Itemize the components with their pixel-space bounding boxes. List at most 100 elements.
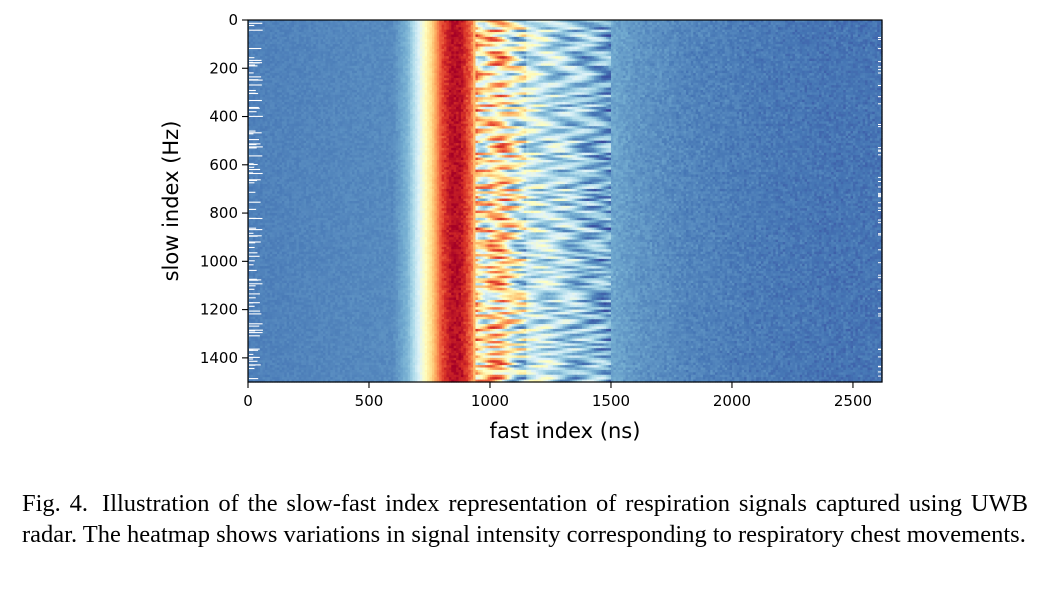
- heatmap-cell: [521, 34, 525, 38]
- heatmap-cell: [511, 20, 515, 24]
- heatmap-cell: [652, 24, 656, 28]
- heatmap-cell: [463, 22, 467, 26]
- heatmap-cell: [487, 32, 491, 36]
- heatmap-cell: [422, 24, 426, 28]
- heatmap-cell: [640, 20, 644, 24]
- heatmap-cell: [601, 34, 605, 38]
- heatmap-cell: [492, 22, 496, 26]
- heatmap-cell: [359, 34, 363, 38]
- heatmap-cell: [802, 22, 806, 26]
- heatmap-cell: [306, 32, 310, 36]
- heatmap-cell: [424, 20, 428, 24]
- heatmap-cell: [376, 32, 380, 36]
- heatmap-cell: [514, 27, 518, 31]
- heatmap-cell: [761, 24, 765, 28]
- heatmap-cell: [804, 22, 808, 26]
- heatmap-cell: [460, 24, 464, 28]
- heatmap-cell: [412, 22, 416, 26]
- heatmap-cell: [838, 22, 842, 26]
- heatmap-cell: [613, 22, 617, 26]
- heatmap-cell: [690, 32, 694, 36]
- heatmap-cell: [727, 32, 731, 36]
- heatmap-cell: [608, 29, 612, 33]
- heatmap-cell: [719, 29, 723, 33]
- heatmap-cell: [250, 22, 254, 26]
- heatmap-cell: [811, 22, 815, 26]
- heatmap-cell: [494, 34, 498, 38]
- heatmap-cell: [695, 27, 699, 31]
- heatmap-cell: [497, 34, 501, 38]
- heatmap-cell: [756, 27, 760, 31]
- heatmap-cell: [298, 24, 302, 28]
- heatmap-figure: 0 500 1000 1500 2000 2500 0200400600800100012…: [159, 11, 883, 443]
- heatmap-cell: [301, 22, 305, 26]
- heatmap-cell: [385, 24, 389, 28]
- heatmap-cell: [456, 20, 460, 24]
- heatmap-cell: [248, 29, 252, 33]
- heatmap-cell: [473, 22, 477, 26]
- heatmap-cell: [361, 32, 365, 36]
- heatmap-cell: [562, 29, 566, 33]
- heatmap-cell: [456, 27, 460, 31]
- heatmap-cell: [489, 34, 493, 38]
- heatmap-cell: [494, 29, 498, 33]
- heatmap-cell: [248, 22, 252, 26]
- heatmap-cell: [819, 24, 823, 28]
- heatmap-cell: [615, 20, 619, 24]
- heatmap-cell: [683, 20, 687, 24]
- heatmap-cell: [310, 24, 314, 28]
- heatmap-cell: [492, 32, 496, 36]
- heatmap-cell: [741, 29, 745, 33]
- heatmap-cell: [690, 24, 694, 28]
- heatmap-cell: [429, 29, 433, 33]
- heatmap-cell: [632, 20, 636, 24]
- heatmap-cell: [291, 24, 295, 28]
- heatmap-cell: [613, 20, 617, 24]
- heatmap-cell: [763, 24, 767, 28]
- heatmap-cell: [644, 24, 648, 28]
- heatmap-cell: [584, 32, 588, 36]
- heatmap-cell: [642, 24, 646, 28]
- heatmap-cell: [342, 24, 346, 28]
- heatmap-cell: [405, 32, 409, 36]
- heatmap-cell: [715, 24, 719, 28]
- heatmap-cell: [635, 32, 639, 36]
- heatmap-cell: [731, 24, 735, 28]
- heatmap-cell: [434, 20, 438, 24]
- heatmap-cell: [869, 29, 873, 33]
- heatmap-cell: [601, 32, 605, 36]
- heatmap-cell: [821, 20, 825, 24]
- heatmap-cell: [862, 29, 866, 33]
- heatmap-cell: [298, 27, 302, 31]
- heatmap-cell: [349, 32, 353, 36]
- heatmap-cell: [579, 20, 583, 24]
- heatmap-cell: [521, 27, 525, 31]
- heatmap-cell: [368, 20, 373, 24]
- heatmap-cell: [470, 22, 474, 26]
- heatmap-cell: [676, 34, 680, 38]
- heatmap-cell: [693, 34, 697, 38]
- heatmap-cell: [865, 24, 869, 28]
- heatmap-cell: [277, 24, 281, 28]
- heatmap-cell: [664, 32, 668, 36]
- heatmap-cell: [741, 27, 745, 31]
- heatmap-cell: [618, 34, 622, 38]
- heatmap-cell: [296, 22, 300, 26]
- heatmap-cell: [427, 27, 431, 31]
- heatmap-cell: [538, 22, 542, 26]
- heatmap-cell: [770, 22, 774, 26]
- heatmap-cell: [623, 32, 627, 36]
- heatmap-cell: [869, 27, 873, 31]
- heatmap-cell: [555, 24, 559, 28]
- heatmap-cell: [381, 29, 385, 33]
- heatmap-cell: [434, 27, 438, 31]
- heatmap-cell: [412, 20, 416, 24]
- heatmap-cell: [274, 29, 278, 33]
- heatmap-cell: [562, 32, 566, 36]
- heatmap-cell: [422, 32, 426, 36]
- heatmap-cell: [623, 24, 627, 28]
- heatmap-cell: [777, 32, 781, 36]
- heatmap-cell: [700, 29, 704, 33]
- heatmap-cell: [831, 29, 835, 33]
- heatmap-cell: [390, 20, 394, 24]
